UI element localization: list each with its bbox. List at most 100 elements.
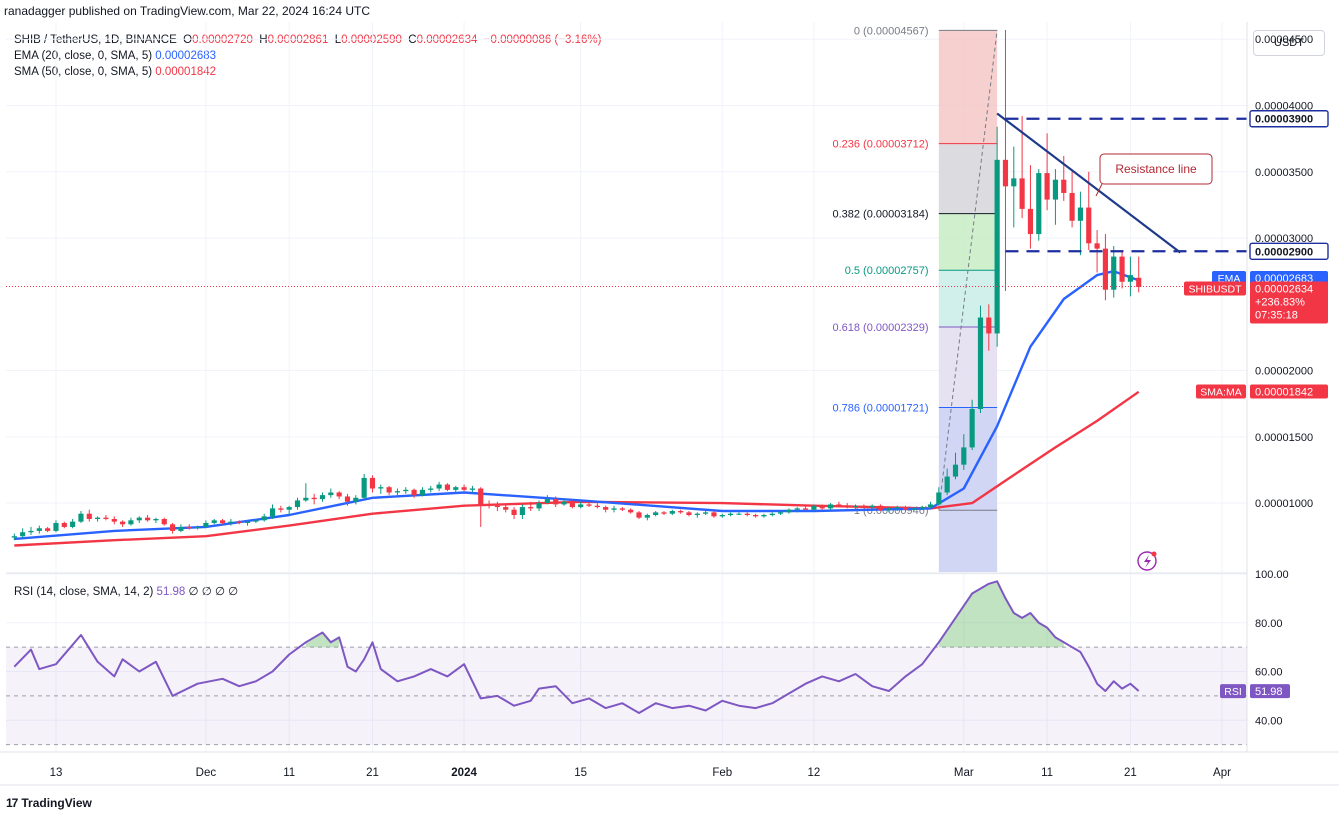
rsi-tag-name: RSI xyxy=(1224,686,1242,698)
price-chart[interactable]: 0 (0.00004567) 0.236 (0.00003712) 0.382 (0… xyxy=(0,0,1339,790)
candle-body xyxy=(644,515,650,518)
candle-body xyxy=(936,492,942,505)
candle-body xyxy=(902,507,909,510)
candle xyxy=(661,511,667,516)
candle-body xyxy=(178,526,184,531)
fib-level-label: 0.786 (0.00001721) xyxy=(832,403,928,415)
candle xyxy=(728,512,734,517)
candle xyxy=(761,513,767,518)
high-label: H xyxy=(259,34,268,46)
candle xyxy=(128,517,134,526)
ema-legend[interactable]: EMA (20, close, 0, SMA, 5) 0.00002683 xyxy=(14,48,601,64)
fib-band xyxy=(938,510,998,572)
sma-legend-value: 0.00001842 xyxy=(155,66,217,78)
candle xyxy=(861,504,867,509)
symbol-title[interactable]: SHIB / TetherUS, 1D, BINANCE xyxy=(14,34,177,46)
rsi-legend[interactable]: RSI (14, close, SMA, 14, 2) 51.98 ∅ ∅ ∅ … xyxy=(14,584,238,598)
candle xyxy=(753,513,759,518)
candle-body xyxy=(478,488,484,505)
candle xyxy=(869,504,875,509)
open-label: O xyxy=(183,34,193,46)
candle-body xyxy=(253,520,259,522)
tradingview-footer[interactable]: 17 TradingView xyxy=(6,796,92,810)
low-value: 0.00002590 xyxy=(341,34,402,46)
candle-body xyxy=(911,508,917,510)
candle-body xyxy=(403,489,409,492)
candle-body xyxy=(1069,192,1075,221)
time-tick-label: 13 xyxy=(50,767,63,779)
sma-legend[interactable]: SMA (50, close, 0, SMA, 5) 0.00001842 xyxy=(14,64,601,80)
candle xyxy=(986,304,992,351)
high-value: 0.00002861 xyxy=(267,34,329,46)
candle xyxy=(944,468,950,496)
candle-body xyxy=(219,520,226,523)
candle xyxy=(1011,146,1017,228)
candle xyxy=(294,497,301,510)
candle xyxy=(378,484,384,494)
candle-body xyxy=(802,508,809,510)
candle-body xyxy=(61,522,67,527)
candle xyxy=(536,500,542,512)
rsi-tick-label: 60.00 xyxy=(1255,667,1283,679)
candle-body xyxy=(628,509,634,513)
candle xyxy=(261,513,267,522)
publisher-header: ranadagger published on TradingView.com,… xyxy=(4,4,371,18)
candle-body xyxy=(419,489,426,496)
candle-body xyxy=(161,518,167,525)
candle xyxy=(253,518,259,523)
candle xyxy=(428,485,434,493)
annotation-pointer xyxy=(1095,183,1103,197)
candle xyxy=(236,520,242,525)
candle-body xyxy=(844,505,850,508)
rsi-pane xyxy=(6,580,1247,746)
candle-body xyxy=(53,522,59,531)
tradingview-brand: TradingView xyxy=(21,796,92,810)
candle-body xyxy=(211,520,217,523)
time-tick-label: Feb xyxy=(712,767,732,779)
candle xyxy=(444,483,451,492)
grid xyxy=(6,22,1247,752)
candle-body xyxy=(794,508,800,510)
ema-legend-value: 0.00002683 xyxy=(155,50,217,62)
level-price-value: 0.00002900 xyxy=(1255,246,1313,258)
change-value: −0.00000086 (−3.16%) xyxy=(483,34,602,46)
candle xyxy=(1052,169,1059,225)
open-value: 0.00002720 xyxy=(192,34,253,46)
candle xyxy=(453,485,459,493)
candle-body xyxy=(686,512,692,516)
candle-body xyxy=(328,492,334,496)
currency-badge[interactable]: USDT xyxy=(1253,30,1325,56)
alert-lightning-icon-bolt xyxy=(1144,555,1151,568)
candle xyxy=(1002,29,1009,292)
candle xyxy=(961,434,967,470)
candle-body xyxy=(578,504,584,508)
candle xyxy=(528,501,534,512)
time-tick-label: 11 xyxy=(1041,767,1053,779)
candle-body xyxy=(678,511,684,513)
fib-level-label: 0.618 (0.00002329) xyxy=(832,322,928,334)
time-tick-label: 2024 xyxy=(451,767,477,779)
candle-body xyxy=(45,528,51,531)
candle-body xyxy=(519,507,525,516)
candle xyxy=(744,512,750,517)
candle xyxy=(278,505,284,513)
candle xyxy=(544,495,550,505)
candle-body xyxy=(528,507,534,509)
candle xyxy=(844,503,850,509)
price-tick-label: 0.00004000 xyxy=(1255,100,1313,112)
alert-lightning-icon xyxy=(1137,551,1157,571)
candle xyxy=(836,501,842,508)
candle xyxy=(219,518,226,525)
candle-body xyxy=(428,488,434,490)
candle-body xyxy=(544,499,550,504)
candle-body xyxy=(1027,208,1034,235)
candle-body xyxy=(836,504,842,506)
symbol-line[interactable]: SHIB / TetherUS, 1D, BINANCE O0.00002720… xyxy=(14,32,601,48)
candle xyxy=(244,520,251,526)
candle-body xyxy=(611,508,617,510)
fib-trend-line xyxy=(938,30,998,511)
candle-body xyxy=(1061,179,1067,193)
candle xyxy=(311,493,317,505)
rsi-legend-extras: ∅ ∅ ∅ ∅ xyxy=(188,586,239,598)
sma-price-tag xyxy=(1250,384,1328,399)
